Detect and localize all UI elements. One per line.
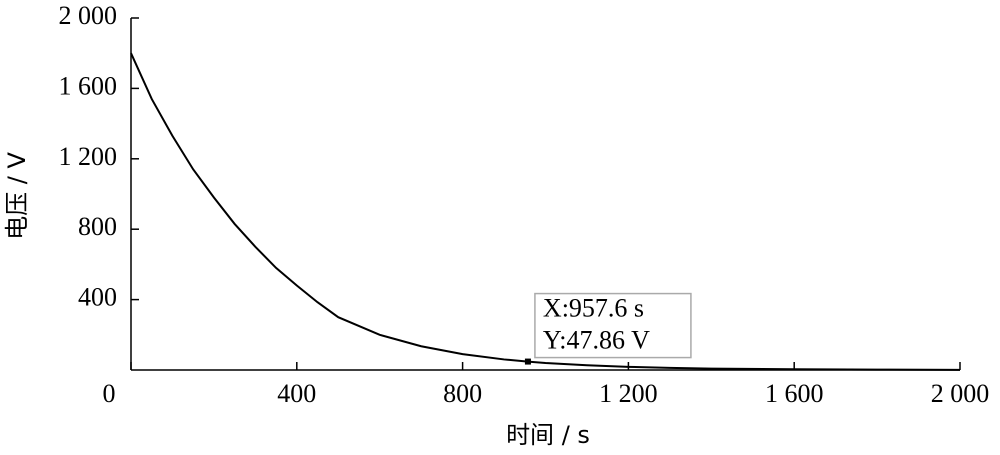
y-tick-label: 400 xyxy=(78,283,117,312)
x-tick-label: 800 xyxy=(443,379,482,408)
y-tick-label: 2 000 xyxy=(59,1,118,30)
y-tick-label: 1 200 xyxy=(59,142,118,171)
y-axis-label: 电压 / V xyxy=(3,152,31,240)
x-tick-label: 2 000 xyxy=(931,379,990,408)
annotation-text: X:957.6 s xyxy=(543,294,644,323)
x-axis-label: 时间 / s xyxy=(506,421,590,449)
data-point-marker xyxy=(524,358,531,365)
annotation-box xyxy=(534,292,692,359)
x-tick-label: 1 200 xyxy=(599,379,658,408)
x-tick-label: 1 600 xyxy=(765,379,824,408)
line xyxy=(130,52,961,371)
y-tick-label: 800 xyxy=(78,212,117,241)
annotation-text: Y:47.86 V xyxy=(543,326,650,355)
x-tick-label: 400 xyxy=(277,379,316,408)
y-tick-label: 1 600 xyxy=(59,71,118,100)
x-tick-label: 0 xyxy=(103,379,116,408)
